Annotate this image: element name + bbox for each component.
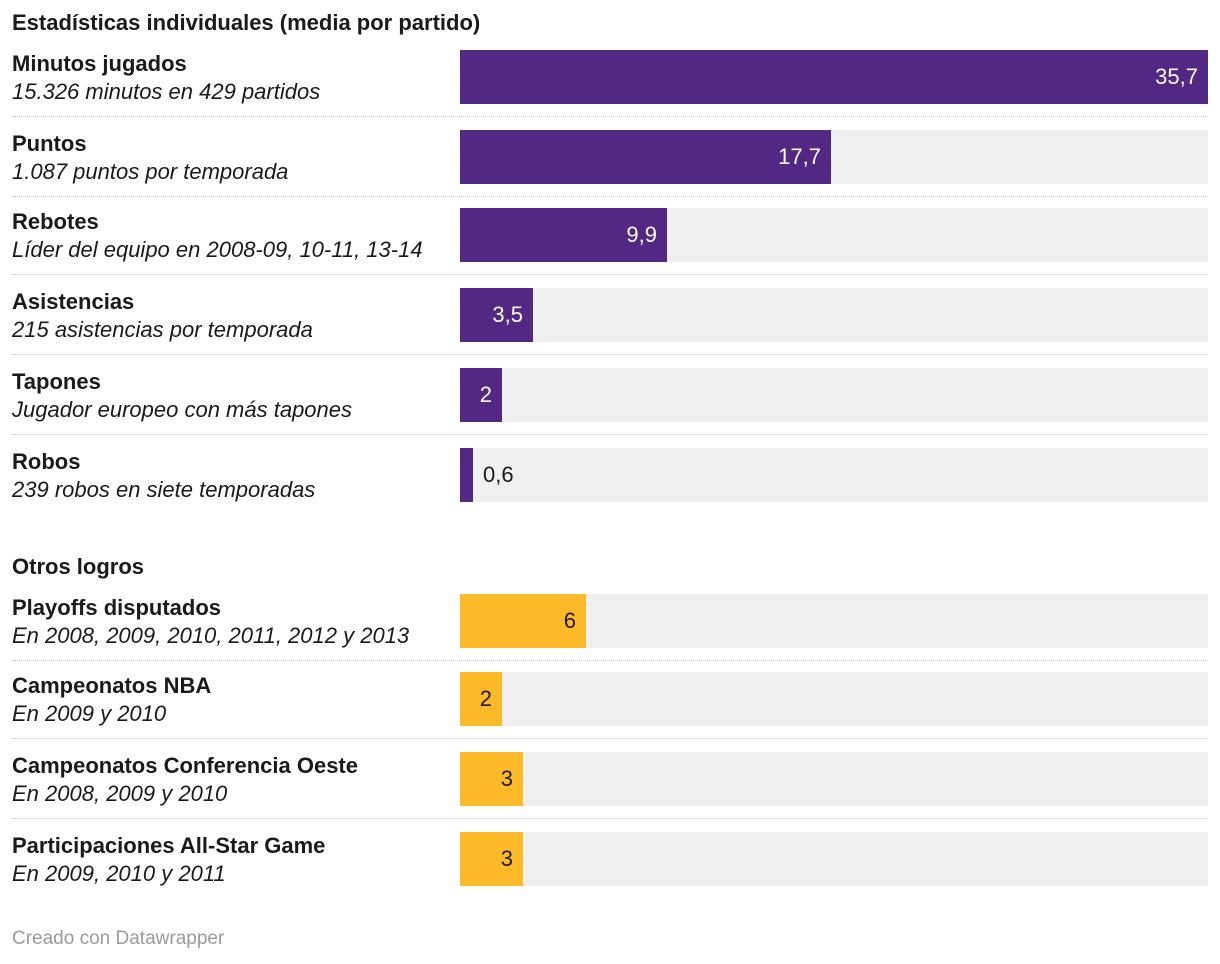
row-label: Playoffs disputados En 2008, 2009, 2010, …: [12, 594, 452, 650]
bar-row-asistencias: Asistencias 215 asistencias por temporada…: [0, 288, 1220, 368]
value-label-campeonatos-nba: 2: [479, 686, 492, 711]
row-label: Robos 239 robos en siete temporadas: [12, 448, 452, 504]
row-label: Campeonatos NBA En 2009 y 2010: [12, 672, 452, 728]
row-description: 1.087 puntos por temporada: [12, 159, 289, 184]
bar-tapones: [460, 368, 502, 422]
row-name: Playoffs disputados: [12, 595, 222, 620]
bar-row-minutos-jugados: Minutos jugados 15.326 minutos en 429 par…: [0, 50, 1220, 130]
bar-row-rebotes: Rebotes Líder del equipo en 2008-09, 10-1…: [0, 208, 1220, 288]
row-name: Asistencias: [12, 289, 135, 314]
row-label: Asistencias 215 asistencias por temporada: [12, 288, 452, 344]
row-description: En 2008, 2009, 2010, 2011, 2012 y 2013: [12, 623, 410, 648]
row-name: Puntos: [12, 131, 87, 156]
row-label: Tapones Jugador europeo con más tapones: [12, 368, 452, 424]
row-description: 239 robos en siete temporadas: [12, 477, 316, 502]
row-separator: [12, 196, 1208, 197]
row-name: Campeonatos Conferencia Oeste: [12, 753, 358, 778]
bar-playoffs-disputados: [460, 594, 586, 648]
bar-row-puntos: Puntos 1.087 puntos por temporada 17,7: [0, 130, 1220, 210]
row-label: Rebotes Líder del equipo en 2008-09, 10-1…: [12, 208, 452, 264]
section-title-1: Estadísticas individuales (media por par…: [12, 10, 481, 35]
bar-minutos-jugados: [460, 50, 1208, 104]
bar-track: 9,9: [460, 208, 1208, 262]
bar-row-tapones: Tapones Jugador europeo con más tapones 2: [0, 368, 1220, 448]
row-description: En 2008, 2009 y 2010: [12, 781, 228, 806]
row-name: Minutos jugados: [12, 51, 187, 76]
value-label-robos: 0,6: [483, 462, 514, 487]
row-description: Jugador europeo con más tapones: [12, 397, 353, 422]
row-description: En 2009, 2010 y 2011: [12, 861, 226, 886]
row-separator: [12, 434, 1208, 435]
row-name: Tapones: [12, 369, 101, 394]
bar-rebotes: [460, 208, 667, 262]
value-label-playoffs-disputados: 6: [563, 608, 576, 633]
row-separator: [12, 818, 1208, 819]
row-label: Minutos jugados 15.326 minutos en 429 par…: [12, 50, 452, 106]
bar-track: 0,6: [460, 448, 1208, 502]
section-title-2: Otros logros: [12, 554, 145, 579]
row-label: Campeonatos Conferencia Oeste En 2008, 20…: [12, 752, 452, 808]
row-name: Participaciones All-Star Game: [12, 833, 326, 858]
row-label: Puntos 1.087 puntos por temporada: [12, 130, 452, 186]
bar-row-participaciones-all-star-game: Participaciones All-Star Game En 2009, 20…: [0, 832, 1220, 912]
credit-text: Creado con Datawrapper: [12, 928, 225, 949]
row-description: En 2009 y 2010: [12, 701, 167, 726]
row-name: Campeonatos NBA: [12, 673, 212, 698]
value-label-minutos-jugados: 35,7: [1155, 64, 1198, 89]
bar-participaciones-all-star-game: [460, 832, 523, 886]
row-label: Participaciones All-Star Game En 2009, 20…: [12, 832, 452, 888]
bar-campeonatos-conferencia-oeste: [460, 752, 523, 806]
row-separator: [12, 738, 1208, 739]
bar-row-playoffs-disputados: Playoffs disputados En 2008, 2009, 2010, …: [0, 594, 1220, 674]
row-separator: [12, 354, 1208, 355]
bar-track: 3: [460, 832, 1208, 886]
row-separator: [12, 116, 1208, 117]
row-separator: [12, 274, 1208, 275]
row-description: Líder del equipo en 2008-09, 10-11, 13-1…: [12, 237, 423, 262]
bar-row-robos: Robos 239 robos en siete temporadas 0,6: [0, 448, 1220, 528]
bar-track: 2: [460, 368, 1208, 422]
value-label-participaciones-all-star-game: 3: [500, 846, 513, 871]
bar-track: 2: [460, 672, 1208, 726]
value-label-campeonatos-conferencia-oeste: 3: [500, 766, 513, 791]
row-description: 215 asistencias por temporada: [12, 317, 313, 342]
bar-track: 17,7: [460, 130, 1208, 184]
bar-track: 6: [460, 594, 1208, 648]
row-separator: [12, 660, 1208, 661]
bar-track: 35,7: [460, 50, 1208, 104]
bar-track: 3,5: [460, 288, 1208, 342]
row-name: Robos: [12, 449, 81, 474]
bar-campeonatos-nba: [460, 672, 502, 726]
bar-asistencias: [460, 288, 533, 342]
value-label-tapones: 2: [479, 382, 492, 407]
value-label-asistencias: 3,5: [492, 302, 523, 327]
bar-row-campeonatos-nba: Campeonatos NBA En 2009 y 2010 2: [0, 672, 1220, 752]
row-name: Rebotes: [12, 209, 99, 234]
bar-track: 3: [460, 752, 1208, 806]
bar-puntos: [460, 130, 831, 184]
value-label-rebotes: 9,9: [626, 222, 657, 247]
bar-robos: [460, 448, 473, 502]
row-description: 15.326 minutos en 429 partidos: [12, 79, 321, 104]
bar-row-campeonatos-conferencia-oeste: Campeonatos Conferencia Oeste En 2008, 20…: [0, 752, 1220, 832]
value-label-puntos: 17,7: [778, 144, 821, 169]
